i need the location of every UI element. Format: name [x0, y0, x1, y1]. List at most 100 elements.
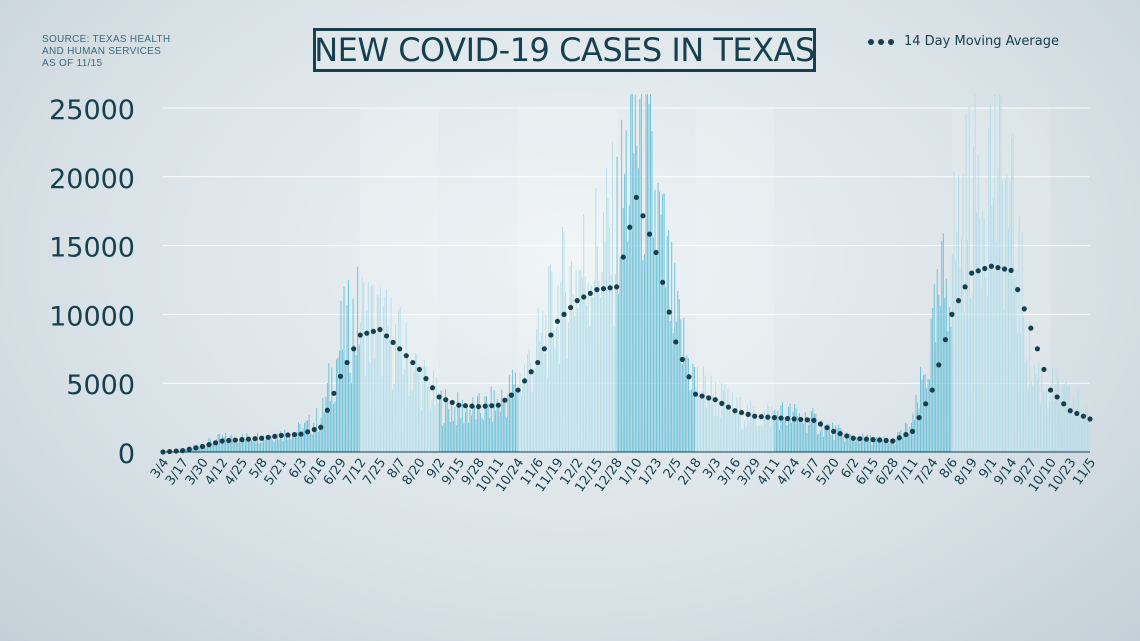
daily-case-bar [191, 447, 193, 452]
daily-case-bar [609, 227, 610, 452]
moving-average-dot [607, 285, 613, 291]
daily-case-bar [927, 378, 929, 452]
daily-case-bar [862, 433, 864, 452]
daily-case-bar [780, 405, 782, 452]
daily-case-bar [402, 375, 404, 452]
daily-case-bar [859, 443, 861, 452]
daily-case-bar [778, 430, 780, 452]
daily-case-bar [918, 408, 920, 452]
daily-case-bar [554, 348, 556, 452]
daily-case-bar [481, 418, 483, 452]
daily-case-bar [1018, 216, 1020, 452]
moving-average-dot [1034, 346, 1041, 352]
daily-case-bar [492, 421, 494, 452]
daily-case-bar [815, 413, 817, 452]
daily-case-bar [1053, 402, 1055, 452]
daily-case-bar [480, 413, 482, 452]
daily-case-bar [258, 443, 260, 452]
y-tick-label-15000: 15000 [49, 233, 135, 264]
moving-average-dot [265, 434, 271, 440]
daily-case-bar [822, 436, 824, 452]
daily-case-bar [703, 366, 705, 452]
daily-case-bar [419, 364, 421, 452]
daily-case-bar [684, 357, 686, 452]
moving-average-dot [1001, 266, 1008, 272]
daily-case-bar [807, 424, 809, 452]
daily-case-bar [214, 443, 216, 452]
daily-case-bar [578, 269, 580, 452]
daily-case-bar [575, 269, 577, 452]
moving-average-dot [1021, 306, 1027, 312]
daily-case-bar [382, 307, 384, 452]
daily-case-bar [953, 171, 955, 452]
daily-case-bar [511, 369, 513, 452]
daily-case-bar [933, 284, 935, 452]
daily-case-bar [228, 441, 230, 452]
daily-case-bar [272, 440, 274, 452]
moving-average-dot [686, 374, 692, 380]
daily-case-bar [810, 411, 812, 452]
daily-case-bar [974, 94, 976, 453]
daily-case-bar [216, 439, 218, 452]
daily-case-bar [414, 353, 416, 452]
moving-average-dot [640, 213, 646, 219]
daily-case-bar [1000, 95, 1002, 453]
daily-case-bar [832, 422, 833, 452]
daily-case-bar [879, 436, 881, 452]
daily-case-bar [396, 343, 398, 452]
daily-case-bar [674, 262, 676, 452]
daily-case-bar [719, 417, 721, 452]
moving-average-dot [673, 339, 679, 345]
moving-average-dot [337, 373, 344, 379]
daily-case-bar [1073, 397, 1075, 452]
daily-case-bar [642, 260, 644, 452]
daily-case-bar [302, 428, 304, 452]
moving-average-dot [732, 408, 738, 414]
daily-case-bar [613, 326, 615, 452]
moving-average-dot [646, 231, 653, 237]
daily-case-bar [970, 297, 972, 452]
y-tick-label-20000: 20000 [49, 164, 135, 195]
daily-case-bar [539, 340, 541, 452]
daily-case-bar [640, 94, 642, 453]
daily-case-bar [662, 194, 664, 452]
daily-case-bar [707, 398, 709, 452]
daily-case-bar [442, 426, 444, 452]
moving-average-dot [278, 432, 284, 439]
daily-case-bar [826, 424, 827, 452]
daily-case-bar [1080, 408, 1082, 452]
daily-case-bar [498, 404, 500, 452]
daily-case-bar [446, 397, 448, 452]
daily-case-bar [440, 390, 442, 452]
moving-average-dot [305, 429, 311, 435]
daily-case-bar [1076, 408, 1078, 452]
daily-case-bar [486, 396, 488, 452]
moving-average-dot [1061, 401, 1067, 407]
daily-case-bar [797, 416, 799, 452]
daily-case-bar [772, 411, 774, 452]
daily-case-bar [287, 439, 289, 452]
daily-case-bar [249, 441, 251, 452]
daily-case-bar [759, 425, 761, 452]
daily-case-bar [760, 424, 762, 452]
daily-case-bar [827, 423, 829, 452]
daily-case-bar [936, 269, 938, 452]
daily-case-bar [332, 404, 334, 452]
moving-average-dot [745, 411, 751, 417]
daily-case-bar [366, 310, 368, 452]
daily-case-bar [769, 426, 771, 452]
daily-case-bar [250, 440, 252, 452]
daily-case-bar [263, 435, 265, 452]
daily-case-bar [226, 438, 228, 452]
daily-case-bar [439, 395, 441, 452]
daily-case-bar [648, 103, 650, 452]
moving-average-dot [574, 298, 580, 304]
daily-case-bar [885, 439, 887, 452]
daily-case-bar [1064, 383, 1066, 452]
legend: 14 Day Moving Average [868, 34, 1059, 49]
daily-case-bar [868, 441, 870, 452]
daily-case-bar [686, 355, 688, 452]
moving-average-dot [719, 400, 725, 406]
daily-case-bar [904, 422, 906, 452]
daily-case-bar [744, 421, 745, 452]
